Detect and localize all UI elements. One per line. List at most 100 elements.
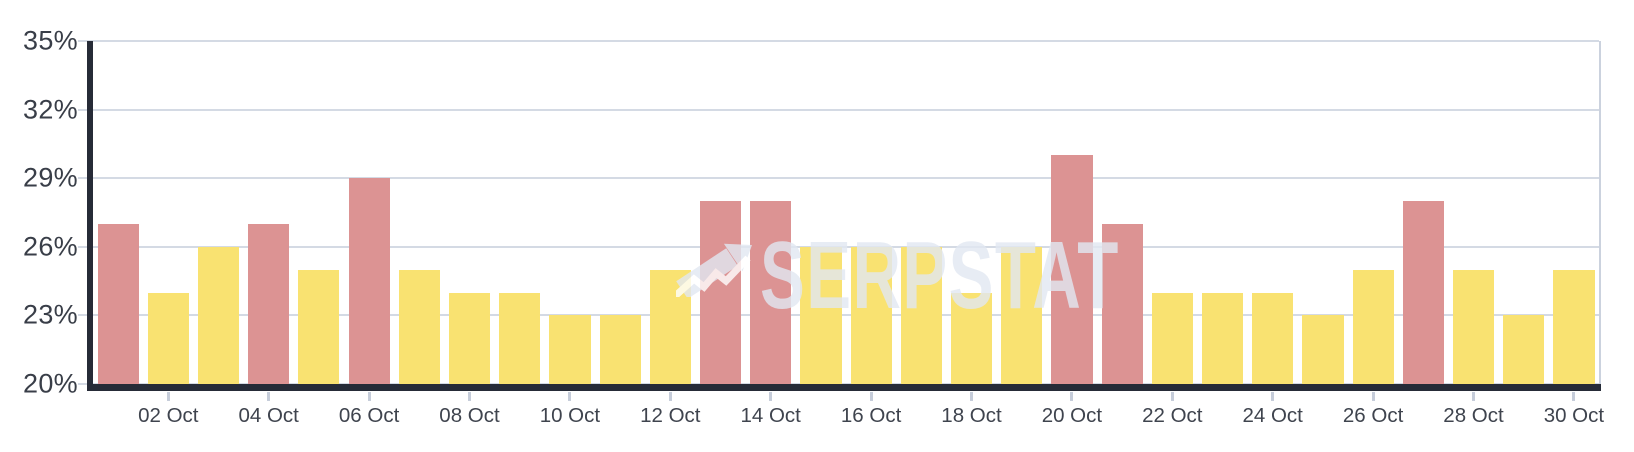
x-axis-tick (468, 392, 471, 401)
bar-09-oct[interactable] (499, 292, 541, 384)
x-axis-tick (970, 392, 973, 401)
bar-slot (1448, 41, 1498, 384)
bar-slot (1197, 41, 1247, 384)
bar-12-oct[interactable] (649, 269, 691, 384)
x-axis-label: 18 Oct (941, 404, 1002, 427)
bar-slot (394, 41, 444, 384)
bar-02-oct[interactable] (147, 292, 189, 384)
bar-19-oct[interactable] (1001, 246, 1043, 384)
y-axis-label: 23% (23, 299, 78, 330)
bar-30-oct[interactable] (1553, 269, 1595, 384)
gridline (78, 245, 1599, 248)
x-axis-label: 28 Oct (1443, 404, 1504, 427)
x-axis-tick (267, 392, 271, 401)
x-axis-label: 02 Oct (138, 404, 199, 427)
bar-10-oct[interactable] (549, 315, 591, 384)
bar-slot (1499, 41, 1549, 384)
x-axis-label: 20 Oct (1041, 404, 1103, 427)
bar-26-oct[interactable] (1352, 269, 1394, 384)
bar-slot (1348, 41, 1398, 384)
bar-05-oct[interactable] (298, 269, 340, 384)
x-axis-label: 04 Oct (238, 404, 299, 427)
bar-06-oct[interactable] (348, 178, 390, 384)
bar-11-oct[interactable] (599, 315, 641, 384)
bar-18-oct[interactable] (950, 292, 993, 384)
bar-slot (695, 41, 745, 384)
bar-27-oct[interactable] (1402, 201, 1444, 384)
x-axis-tick (1170, 392, 1174, 401)
bar-slot (495, 41, 545, 384)
bar-slot (896, 41, 946, 384)
bar-22-oct[interactable] (1151, 292, 1193, 384)
x-axis-tick (1472, 392, 1475, 401)
bar-slot (595, 41, 645, 384)
bar-slot (344, 41, 394, 384)
bar-slot (193, 41, 243, 384)
bar-slot (244, 41, 294, 384)
x-axis-label: 24 Oct (1242, 404, 1303, 427)
x-axis-label: 22 Oct (1142, 404, 1203, 427)
x-axis-label: 12 Oct (640, 404, 701, 427)
bar-21-oct[interactable] (1101, 223, 1143, 384)
y-axis-line (87, 41, 93, 391)
bar-24-oct[interactable] (1252, 292, 1294, 384)
bar-slot (143, 41, 193, 384)
x-axis-tick (1271, 392, 1275, 401)
bar-20-oct[interactable] (1051, 155, 1093, 384)
bar-08-oct[interactable] (448, 292, 491, 384)
x-axis-label: 26 Oct (1342, 404, 1404, 427)
plot-area: SERPSTAT (78, 40, 1601, 386)
bar-29-oct[interactable] (1503, 315, 1545, 384)
bar-slot (946, 41, 996, 384)
x-axis-tick (1070, 392, 1074, 401)
y-axis-label: 26% (23, 231, 78, 262)
gridline (78, 177, 1599, 180)
bar-slot (645, 41, 695, 384)
x-axis-tick (869, 392, 873, 401)
bar-25-oct[interactable] (1302, 315, 1344, 384)
x-axis-label: 16 Oct (840, 404, 902, 427)
bar-14-oct[interactable] (750, 201, 792, 384)
x-axis-tick (1572, 392, 1576, 401)
bar-13-oct[interactable] (699, 201, 742, 384)
bar-slot (746, 41, 796, 384)
bar-slot (545, 41, 595, 384)
bar-series (93, 41, 1599, 384)
plot-right-border (1599, 41, 1601, 386)
bar-slot (1047, 41, 1097, 384)
x-axis-tick (367, 392, 371, 401)
bar-15-oct[interactable] (800, 246, 842, 384)
bar-slot (1097, 41, 1147, 384)
bar-03-oct[interactable] (197, 246, 240, 384)
bar-slot (846, 41, 896, 384)
bar-slot (444, 41, 494, 384)
bar-slot (1248, 41, 1298, 384)
x-axis-label: 06 Oct (338, 404, 400, 427)
y-axis-label: 29% (23, 162, 78, 193)
bar-slot (1398, 41, 1448, 384)
bar-16-oct[interactable] (850, 246, 892, 384)
bar-slot (796, 41, 846, 384)
gridline (78, 40, 1599, 42)
y-axis-label: 32% (23, 94, 78, 125)
bar-slot (1298, 41, 1348, 384)
x-axis-label: 30 Oct (1543, 404, 1605, 427)
x-axis-label: 14 Oct (740, 404, 801, 427)
x-axis-tick (166, 392, 170, 401)
bar-01-oct[interactable] (97, 223, 139, 384)
bar-28-oct[interactable] (1453, 269, 1495, 384)
bar-23-oct[interactable] (1201, 292, 1244, 384)
y-axis-label: 35% (23, 25, 78, 56)
bar-slot (294, 41, 344, 384)
bar-17-oct[interactable] (900, 246, 942, 384)
bar-07-oct[interactable] (398, 269, 440, 384)
x-axis-tick (769, 392, 773, 401)
bar-04-oct[interactable] (248, 223, 290, 384)
x-axis-tick (1371, 392, 1375, 401)
x-axis-tick (668, 392, 672, 401)
x-axis-tick (568, 392, 572, 401)
bar-slot (997, 41, 1047, 384)
gridline (78, 108, 1599, 111)
x-axis-line (87, 384, 1601, 391)
